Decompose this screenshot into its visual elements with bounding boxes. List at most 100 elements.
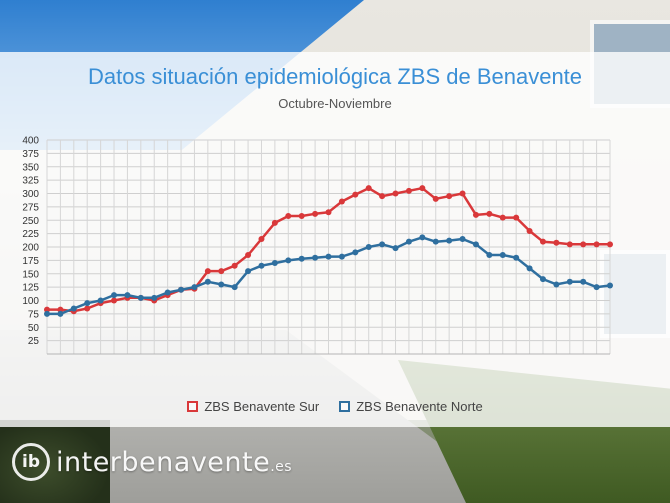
data-point[interactable] — [44, 306, 50, 313]
data-point[interactable] — [338, 198, 345, 205]
data-point[interactable] — [593, 241, 600, 248]
y-tick-label: 175 — [22, 256, 39, 267]
chart-title: Datos situación epidemiológica ZBS de Be… — [87, 64, 583, 89]
y-tick-label: 150 — [22, 269, 39, 280]
data-point[interactable] — [258, 262, 265, 269]
data-point[interactable] — [553, 281, 560, 288]
data-point[interactable] — [526, 227, 533, 234]
data-point[interactable] — [365, 244, 372, 250]
legend-item-sur[interactable]: ZBS Benavente Sur — [187, 399, 319, 414]
data-point[interactable] — [472, 211, 479, 218]
data-point[interactable] — [57, 306, 64, 313]
data-point[interactable] — [298, 255, 305, 262]
data-point[interactable] — [379, 241, 386, 248]
logo-mark-icon: ib — [12, 443, 50, 481]
data-point[interactable] — [499, 252, 506, 259]
data-point[interactable] — [231, 284, 238, 291]
y-tick-label: 375 — [22, 149, 39, 160]
data-point[interactable] — [57, 310, 64, 317]
data-point[interactable] — [379, 193, 386, 200]
data-point[interactable] — [312, 210, 319, 217]
data-point[interactable] — [312, 254, 319, 261]
data-point[interactable] — [191, 284, 198, 291]
data-point[interactable] — [446, 193, 453, 200]
data-point[interactable] — [258, 235, 265, 242]
data-point[interactable] — [419, 185, 426, 192]
data-point[interactable] — [84, 305, 91, 312]
data-point[interactable] — [405, 238, 412, 245]
y-tick-label: 250 — [22, 216, 39, 227]
legend-item-norte[interactable]: ZBS Benavente Norte — [339, 399, 483, 414]
data-point[interactable] — [231, 262, 238, 269]
data-point[interactable] — [580, 278, 587, 285]
data-point[interactable] — [593, 284, 600, 291]
data-point[interactable] — [204, 278, 211, 285]
data-point[interactable] — [44, 310, 50, 317]
data-point[interactable] — [459, 235, 466, 242]
data-point[interactable] — [432, 195, 439, 202]
data-point[interactable] — [365, 185, 372, 192]
data-point[interactable] — [459, 190, 466, 197]
data-point[interactable] — [580, 241, 587, 248]
data-point[interactable] — [607, 241, 613, 248]
data-point[interactable] — [204, 268, 211, 275]
data-point[interactable] — [325, 253, 332, 260]
data-point[interactable] — [486, 210, 493, 217]
data-point[interactable] — [70, 305, 77, 312]
data-point[interactable] — [472, 241, 479, 248]
data-point[interactable] — [539, 238, 546, 245]
data-point[interactable] — [97, 297, 104, 304]
data-point[interactable] — [392, 190, 399, 197]
data-point[interactable] — [84, 300, 91, 307]
y-tick-label: 200 — [22, 243, 39, 254]
data-point[interactable] — [539, 276, 546, 283]
data-point[interactable] — [486, 252, 493, 259]
y-tick-label: 275 — [22, 202, 39, 213]
data-point[interactable] — [271, 260, 278, 267]
data-point[interactable] — [566, 278, 573, 285]
data-point[interactable] — [285, 212, 292, 219]
data-point[interactable] — [432, 238, 439, 245]
data-point[interactable] — [499, 214, 506, 221]
data-point[interactable] — [325, 209, 332, 216]
data-point[interactable] — [178, 286, 185, 293]
data-point[interactable] — [566, 241, 573, 248]
data-point[interactable] — [607, 282, 613, 289]
data-point[interactable] — [405, 187, 412, 194]
chart-grid — [46, 139, 611, 355]
data-point[interactable] — [419, 234, 426, 241]
data-point[interactable] — [526, 265, 533, 272]
y-tick-label: 400 — [22, 136, 39, 147]
data-point[interactable] — [271, 219, 278, 226]
y-tick-label: 350 — [22, 162, 39, 173]
data-point[interactable] — [298, 212, 305, 219]
data-point[interactable] — [553, 239, 560, 246]
data-point[interactable] — [164, 289, 171, 296]
chart-panel — [0, 52, 670, 427]
data-point[interactable] — [124, 292, 131, 299]
data-point[interactable] — [137, 294, 144, 301]
data-point[interactable] — [392, 245, 399, 252]
data-point[interactable] — [151, 294, 158, 301]
data-point[interactable] — [338, 253, 345, 260]
data-point[interactable] — [218, 281, 225, 288]
data-point[interactable] — [513, 254, 520, 261]
data-point[interactable] — [446, 237, 453, 244]
chart-legend: ZBS Benavente Sur ZBS Benavente Norte — [0, 399, 670, 414]
data-point[interactable] — [245, 252, 252, 259]
data-point[interactable] — [218, 268, 225, 275]
data-point[interactable] — [513, 214, 520, 221]
data-point[interactable] — [111, 292, 118, 299]
y-tick-label: 25 — [28, 336, 40, 347]
data-point[interactable] — [285, 257, 292, 264]
legend-swatch-sur — [187, 401, 199, 412]
logo-suffix: .es — [270, 458, 293, 475]
data-point[interactable] — [352, 249, 359, 256]
data-point[interactable] — [245, 268, 252, 275]
data-point[interactable] — [111, 297, 118, 304]
y-axis-ticks: 25 50 75 100 125 150 175 200 225 250 275 300 325 350 3… — [22, 136, 39, 348]
series-norte — [44, 234, 613, 317]
y-tick-label: 125 — [22, 283, 39, 294]
data-point[interactable] — [352, 191, 359, 198]
